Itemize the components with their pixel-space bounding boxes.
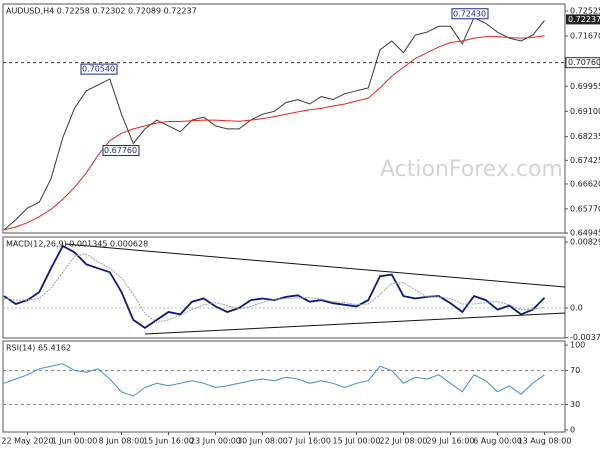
price-annotation: 0.67760 (104, 146, 137, 155)
rsi-frame (2, 340, 566, 433)
y-tick-label: 70 (570, 366, 580, 375)
x-tick-label: 6 Aug 00:00 (473, 437, 522, 446)
y-tick-label: 0 (570, 425, 575, 434)
x-tick-label: 30 Jun 08:00 (237, 437, 288, 446)
y-tick-label: 0.65770 (570, 204, 600, 213)
x-tick-label: 13 Aug 08:00 (518, 437, 572, 446)
series-line (3, 16, 545, 231)
last-price-box (566, 14, 600, 25)
price-annotation: 0.72430 (453, 9, 486, 18)
watermark: ActionForex.com (380, 157, 563, 182)
series-line (3, 35, 545, 231)
y-tick-label: 0.69955 (570, 82, 600, 91)
hline-label: 0.70760 (568, 58, 600, 67)
rsi-title: RSI(14) 65.4162 (6, 344, 71, 353)
series-line (3, 253, 545, 323)
x-tick-label: 22 May 2020 (1, 437, 53, 446)
y-tick-label: 0.68235 (570, 132, 600, 141)
y-tick-label: 0.64945 (570, 229, 600, 238)
last-price-label: 0.72237 (568, 15, 600, 24)
macd-frame (2, 236, 566, 339)
price-title: AUDUSD,H4 0.72258 0.72302 0.72089 0.7223… (6, 7, 197, 16)
price-annotation-box (451, 8, 489, 20)
x-tick-label: 1 Jun 00:00 (52, 437, 98, 446)
y-tick-label: 0.008296 (570, 238, 600, 247)
x-tick-label: 29 Jul 16:00 (427, 437, 475, 446)
y-tick-label: 0.69100 (570, 107, 600, 116)
price-annotation-box (80, 63, 118, 75)
y-tick-label: 100 (570, 341, 585, 350)
trend-line (144, 312, 566, 335)
trend-line (64, 243, 566, 288)
y-tick-label: -0.003725 (570, 333, 600, 342)
price-frame (2, 3, 566, 234)
series-line (3, 363, 545, 397)
y-tick-label: 0.0 (570, 304, 583, 313)
x-tick-label: 8 Jun 08:00 (99, 437, 145, 446)
x-tick-label: 15 Jul 00:00 (333, 437, 381, 446)
y-tick-label: 0.66620 (570, 179, 600, 188)
y-tick-label: 0.72525 (570, 6, 600, 15)
x-tick-label: 15 Jun 16:00 (143, 437, 194, 446)
hline-label-box (565, 57, 600, 69)
y-tick-label: 0.67425 (570, 156, 600, 165)
x-tick-label: 23 Jun 00:00 (190, 437, 241, 446)
y-tick-label: 0.71670 (570, 32, 600, 41)
price-annotation-box (102, 145, 140, 157)
series-line (3, 244, 546, 329)
x-tick-label: 22 Jul 08:00 (380, 437, 428, 446)
macd-title: MACD(12,26,9) 0.001345 0.000628 (6, 240, 148, 249)
price-annotation: 0.70540 (82, 65, 115, 74)
y-tick-label: 30 (570, 400, 580, 409)
x-tick-label: 7 Jul 16:00 (288, 437, 331, 446)
